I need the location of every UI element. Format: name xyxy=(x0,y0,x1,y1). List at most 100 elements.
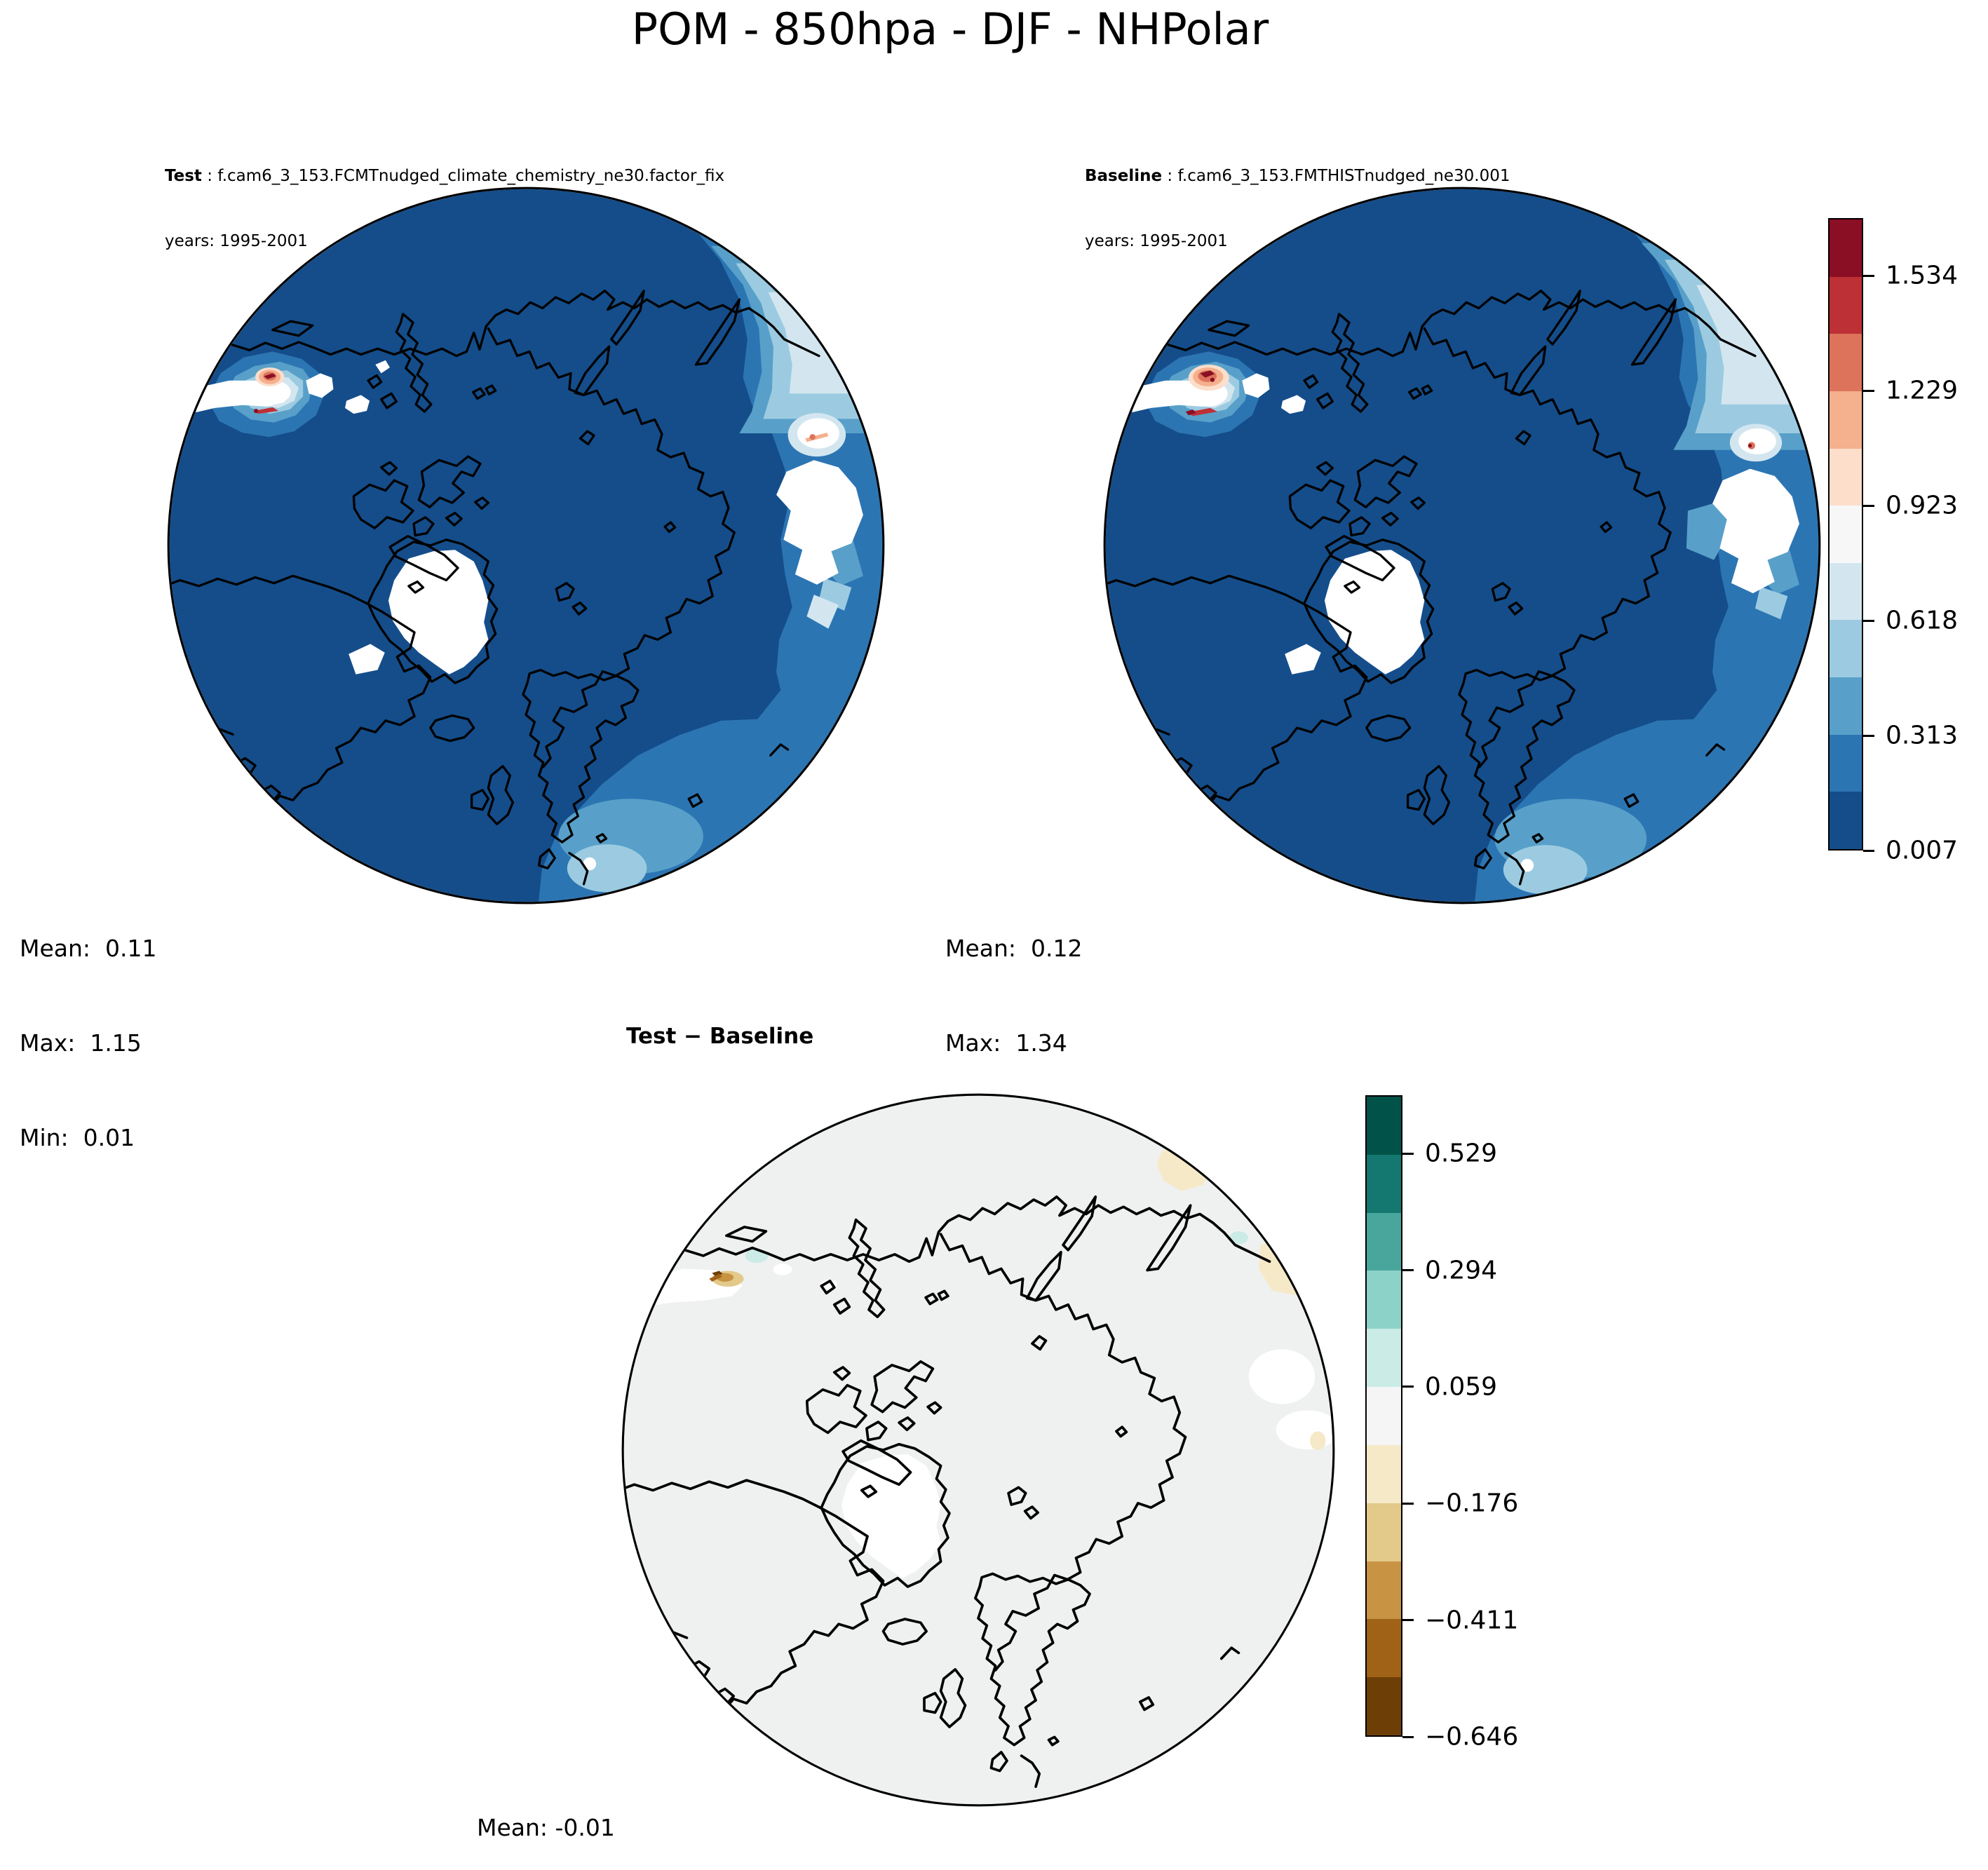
test-run-line: Test : f.cam6_3_153.FCMTnudged_climate_c… xyxy=(165,165,724,187)
baseline-run-line: Baseline : f.cam6_3_153.FMTHISTnudged_ne… xyxy=(1085,165,1510,187)
colorbar-tick xyxy=(1863,274,1874,277)
test-hotspot-red-streak-core xyxy=(253,408,259,414)
colorbar-tick-label: 0.007 xyxy=(1886,836,1959,865)
colorbar-segment xyxy=(1367,1561,1401,1620)
test-stats: Mean: 0.11 Max: 1.15 Min: 0.01 xyxy=(20,869,157,1217)
diff-stats: Mean: -0.01 Max: 0.07 Min: -0.19 xyxy=(477,1749,615,1870)
colorbar-tick-label: −0.411 xyxy=(1425,1606,1519,1635)
colorbar-segment xyxy=(1830,562,1862,621)
colorbar-segment xyxy=(1367,1097,1401,1155)
test-right-white-blob xyxy=(797,418,839,449)
baseline-white-patch-2 xyxy=(1281,395,1306,414)
test-label: Test xyxy=(165,167,202,185)
test-hotspot-red-streak xyxy=(253,407,279,414)
colorbar-segment xyxy=(1367,1271,1401,1329)
main-colorbar: 1.534 1.229 0.923 0.618 0.313 0.007 xyxy=(1828,218,1958,865)
colorbar-tick-label: 0.529 xyxy=(1425,1139,1498,1168)
main-colorbar-bar xyxy=(1828,218,1863,851)
test-greenland-white-sw xyxy=(349,644,385,675)
test-hotspot-white-core xyxy=(251,379,291,405)
diff-greenland-white xyxy=(841,1454,941,1578)
diff-teal-speck-right xyxy=(1229,1231,1248,1245)
page-title: POM - 850hpa - DJF - NHPolar xyxy=(631,4,1269,55)
colorbar-segment xyxy=(1367,1154,1401,1213)
baseline-right-white-chunk xyxy=(1712,468,1799,594)
baseline-years: years: 1995-2001 xyxy=(1085,232,1228,250)
test-band3-bottom xyxy=(567,844,647,893)
baseline-right-red-core xyxy=(1748,444,1752,448)
diff-brown-spot-arc xyxy=(709,1273,722,1282)
colorbar-tick xyxy=(1863,734,1874,737)
baseline-white-spot-bottom xyxy=(1520,858,1534,872)
baseline-hotspot-red-streak-core xyxy=(1185,409,1196,416)
colorbar-segment xyxy=(1830,448,1862,506)
colorbar-tick xyxy=(1402,1502,1414,1505)
colorbar-segment xyxy=(1830,276,1862,334)
colorbar-tick xyxy=(1863,504,1874,507)
diff-white-blob-right-1 xyxy=(1248,1349,1316,1404)
test-panel-label: Test : f.cam6_3_153.FCMTnudged_climate_c… xyxy=(165,122,724,296)
colorbar-segment xyxy=(1830,620,1862,678)
diff-colorbar-bar xyxy=(1365,1095,1402,1737)
diff-brown-spot-mid xyxy=(716,1273,734,1282)
diff-teal-speck-topright xyxy=(1232,1187,1254,1202)
baseline-band3-bottom xyxy=(1503,845,1588,895)
colorbar-tick-label: −0.646 xyxy=(1425,1722,1519,1752)
test-stat-min: Min: 0.01 xyxy=(20,1124,135,1151)
diff-panel-title: Test − Baseline xyxy=(626,1024,814,1049)
baseline-panel-label: Baseline : f.cam6_3_153.FMTHISTnudged_ne… xyxy=(1085,122,1510,296)
diff-stat-mean: Mean: -0.01 xyxy=(477,1814,615,1841)
colorbar-tick xyxy=(1863,619,1874,622)
colorbar-segment xyxy=(1367,1329,1401,1388)
colorbar-segment xyxy=(1830,792,1862,850)
diff-colorbar: 0.529 0.294 0.059 −0.176 −0.411 −0.646 xyxy=(1365,1095,1518,1752)
colorbar-tick-label: 0.313 xyxy=(1886,721,1959,750)
colorbar-segment xyxy=(1830,334,1862,391)
colorbar-tick-label: 0.294 xyxy=(1425,1256,1498,1285)
test-right-red-dot xyxy=(809,434,816,440)
colorbar-tick-label: 0.618 xyxy=(1886,606,1959,635)
diff-map xyxy=(621,1093,1335,1807)
colorbar-segment xyxy=(1367,1619,1401,1678)
colorbar-segment xyxy=(1367,1677,1401,1735)
colorbar-segment xyxy=(1830,734,1862,792)
diff-tan-sliver-right xyxy=(1309,1431,1326,1450)
colorbar-segment xyxy=(1830,219,1862,277)
diff-brown-spot-core xyxy=(712,1271,723,1277)
baseline-run-name: : f.cam6_3_153.FMTHISTnudged_ne30.001 xyxy=(1162,167,1510,185)
test-white-patch-2 xyxy=(345,395,370,414)
diff-map-boundary xyxy=(621,1093,1335,1807)
baseline-greenland-white xyxy=(1324,550,1425,675)
baseline-band2-mid xyxy=(1686,501,1731,560)
colorbar-tick xyxy=(1402,1735,1414,1738)
colorbar-tick-label: 0.059 xyxy=(1425,1372,1498,1402)
baseline-greenland-white-sw xyxy=(1285,644,1321,675)
colorbar-tick xyxy=(1402,1269,1414,1272)
colorbar-tick xyxy=(1402,1619,1414,1622)
colorbar-segment xyxy=(1830,391,1862,449)
test-right-orange-streak xyxy=(805,433,829,442)
colorbar-tick xyxy=(1863,389,1874,392)
test-stat-max: Max: 1.15 xyxy=(20,1029,142,1057)
baseline-label: Baseline xyxy=(1085,167,1163,185)
test-band4-right-low xyxy=(806,595,839,629)
test-hotspot-red-core xyxy=(264,373,276,379)
baseline-hotspot-red-streak xyxy=(1186,407,1218,416)
colorbar-tick-label: 0.923 xyxy=(1886,491,1959,520)
colorbar-tick xyxy=(1402,1152,1414,1155)
test-white-patch-3 xyxy=(375,360,390,374)
colorbar-segment xyxy=(1830,677,1862,735)
baseline-map xyxy=(1103,187,1821,904)
baseline-band3-right-low xyxy=(1754,586,1788,620)
baseline-stat-max: Max: 1.34 xyxy=(945,1029,1067,1057)
test-run-name: : f.cam6_3_153.FCMTnudged_climate_chemis… xyxy=(201,167,725,185)
test-years: years: 1995-2001 xyxy=(165,232,308,250)
test-white-patch-1 xyxy=(306,373,334,398)
test-stat-mean: Mean: 0.11 xyxy=(20,935,157,962)
baseline-hotspot-red-core xyxy=(1200,370,1215,378)
test-right-white-chunk xyxy=(776,460,863,585)
diff-map-fill xyxy=(623,1095,1333,1805)
colorbar-segment xyxy=(1367,1387,1401,1445)
diff-white-speck-1 xyxy=(773,1263,792,1275)
